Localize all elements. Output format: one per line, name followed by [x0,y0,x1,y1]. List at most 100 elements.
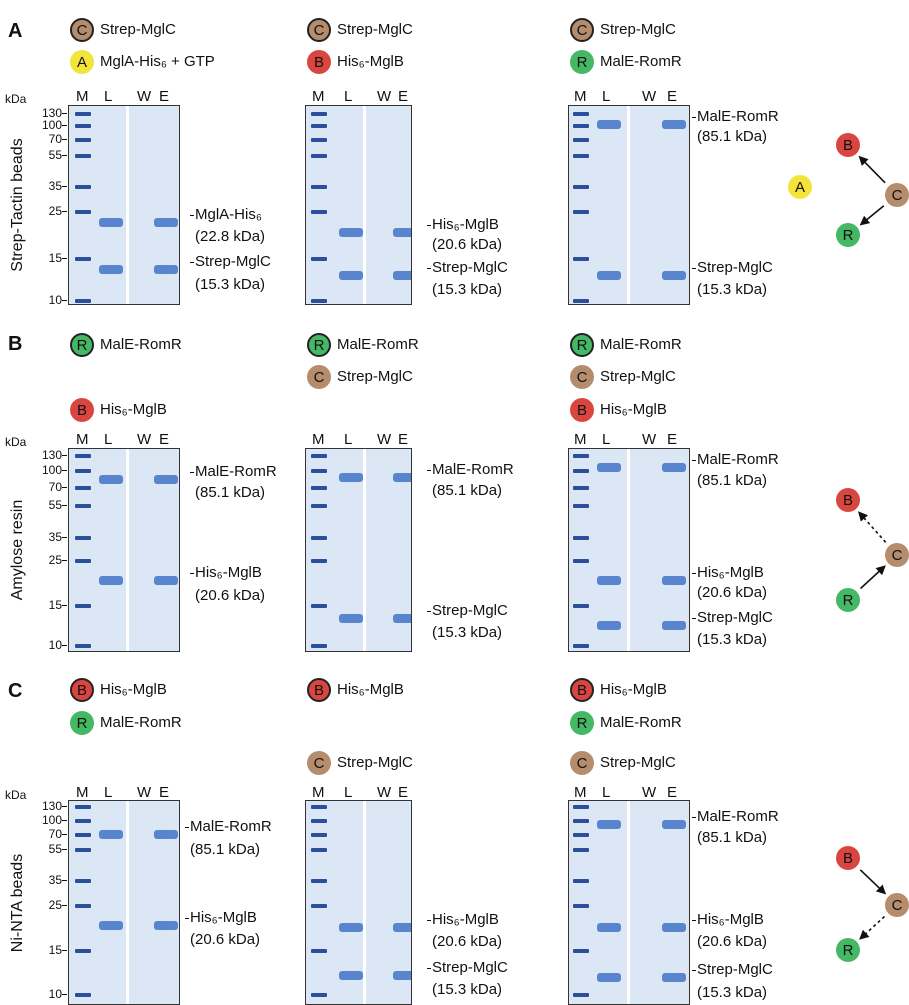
protein-band [393,473,412,482]
diagram-node: R [836,938,860,962]
row-label: Ni-NTA beads [9,853,27,951]
marker-band [311,454,327,458]
marker-label: 35 [49,528,62,546]
marker-band [573,504,589,508]
badge: B [307,678,331,702]
marker-tick [62,880,67,881]
marker-band [75,819,91,823]
marker-band [75,138,91,142]
gel-image [568,800,690,1005]
band-annotation: His₆-MglB [432,911,499,929]
marker-tick [62,905,67,906]
badge: C [307,751,331,775]
diagram-node: C [885,543,909,567]
marker-band [75,949,91,953]
legend-item: RMalE-RomR [70,711,182,735]
lane-separator [363,801,366,1004]
band-annotation: Strep-MglC [697,961,773,979]
marker-label: 35 [49,177,62,195]
marker-tick [62,806,67,807]
legend-item: CStrep-MglC [570,751,676,775]
marker-band [311,604,327,608]
marker-tick [62,186,67,187]
legend-item: AMglA-His₆ + GTP [70,50,215,74]
legend-item: RMalE-RomR [307,333,419,357]
band-annotation: (85.1 kDa) [697,472,767,490]
marker-band [311,559,327,563]
lane-label: M [312,431,325,449]
lane-separator [363,106,366,304]
protein-band [99,475,123,484]
protein-band [597,120,621,129]
diagram-node: C [885,183,909,207]
band-annotation: MalE-RomR [697,451,779,469]
band-annotation: MalE-RomR [190,818,272,836]
marker-band [573,559,589,563]
marker-label: 15 [49,249,62,267]
protein-band [662,621,686,630]
panel-letter: C [8,680,22,703]
band-annotation: (20.6 kDa) [697,933,767,951]
annotation-tick [692,817,696,818]
badge: C [70,18,94,42]
protein-band [393,923,412,932]
legend-item: BHis₆-MglB [70,398,167,422]
marker-band [75,879,91,883]
legend-item: RMalE-RomR [70,333,182,357]
legend-item: BHis₆-MglB [570,678,667,702]
lane-label: L [104,431,112,449]
interaction-arrow [861,206,884,224]
marker-band [311,536,327,540]
lane-separator [126,106,129,304]
diagram-node: B [836,846,860,870]
protein-band [339,971,363,980]
lane-label: W [377,88,391,106]
marker-label: 100 [42,461,62,479]
panel-letter: A [8,20,22,43]
lane-label: W [137,88,151,106]
annotation-tick [692,573,696,574]
marker-band [75,504,91,508]
lane-label: E [398,88,408,106]
lane-label: W [642,431,656,449]
protein-band [99,576,123,585]
protein-name: MalE-RomR [600,53,682,71]
lane-label: E [667,431,677,449]
marker-band [75,210,91,214]
kda-unit: kDa [5,433,26,451]
marker-label: 55 [49,146,62,164]
band-annotation: His₆-MglB [195,564,262,582]
marker-band [573,805,589,809]
gel-image [305,800,412,1005]
lane-separator [627,801,630,1004]
annotation-tick [692,618,696,619]
marker-band [573,257,589,261]
protein-band [339,614,363,623]
protein-band [339,923,363,932]
marker-tick [62,139,67,140]
lane-label: L [344,431,352,449]
marker-tick [62,505,67,506]
marker-label: 25 [49,202,62,220]
lane-label: M [574,431,587,449]
protein-band [597,973,621,982]
marker-band [573,138,589,142]
marker-label: 10 [49,291,62,309]
gel-image [68,105,180,305]
gel-image [305,105,412,305]
marker-band [573,879,589,883]
protein-band [597,621,621,630]
protein-band [339,228,363,237]
marker-band [573,644,589,648]
annotation-tick [692,460,696,461]
protein-name: His₆-MglB [337,681,404,699]
protein-band [154,830,178,839]
interaction-arrow [859,513,885,543]
interaction-arrow [861,916,885,938]
protein-band [154,921,178,930]
band-annotation: His₆-MglB [697,564,764,582]
protein-band [99,218,123,227]
band-annotation: His₆-MglB [190,909,257,927]
